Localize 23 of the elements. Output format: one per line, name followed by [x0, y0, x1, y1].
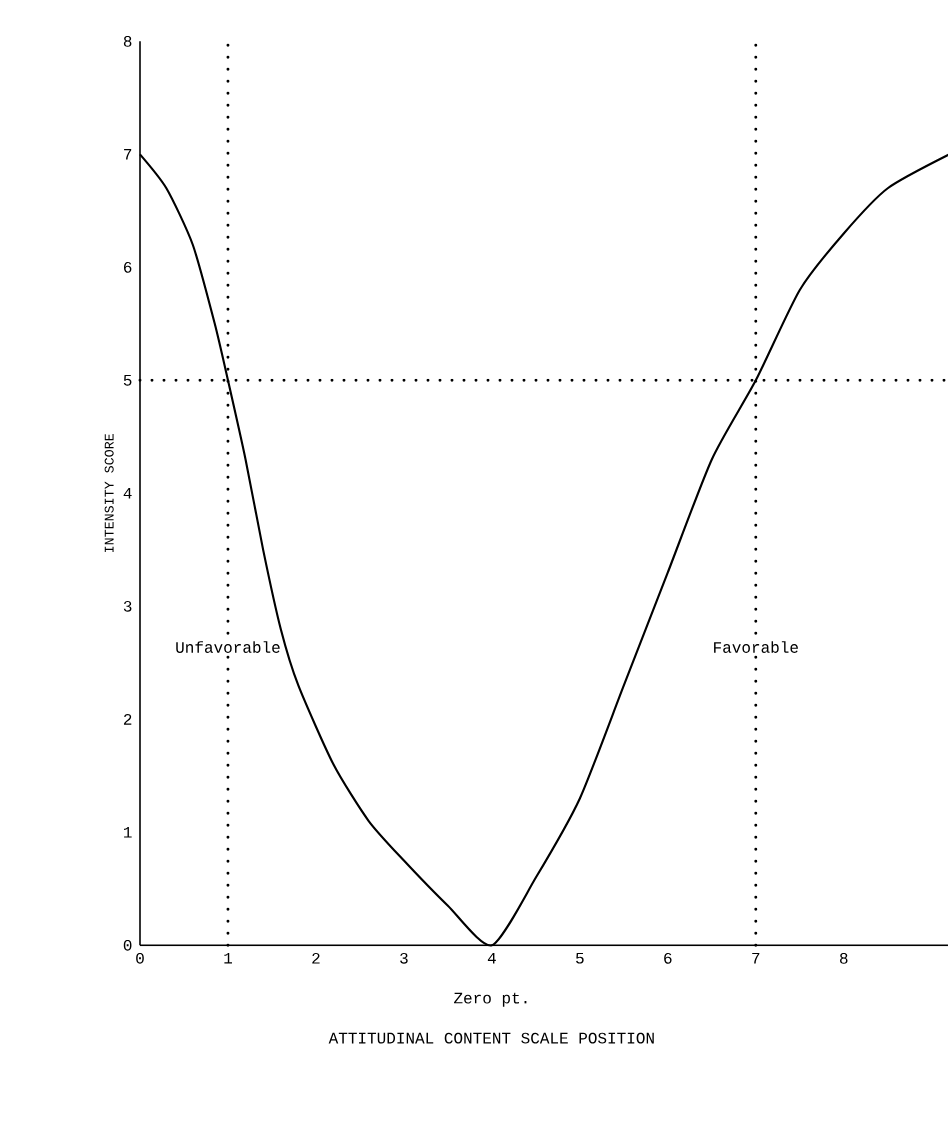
annotation: Zero pt.	[454, 992, 527, 1007]
y-tick-label: 5	[123, 374, 132, 386]
y-tick-label: 4	[123, 488, 132, 499]
x-tick-label: 4	[487, 952, 496, 964]
x-tick-label: 0	[136, 952, 144, 964]
x-tick-label: 1	[224, 952, 232, 964]
x-tick-label: 2	[312, 952, 320, 964]
y-tick-label: 2	[123, 713, 132, 725]
y-tick-label: 0	[123, 939, 132, 951]
x-tick-label: 7	[752, 952, 760, 964]
x-tick-label: 6	[664, 952, 672, 964]
y-tick-label: 6	[124, 261, 132, 273]
ref-line-label: Unfavorable	[176, 641, 280, 653]
y-axis-title: INTENSITY SCORE	[104, 434, 114, 553]
text: ATTITUDINAL CONTENT SCALE POSITION	[328, 1032, 654, 1044]
y-tick-label: 8	[123, 35, 132, 47]
x-tick-label: 8	[840, 952, 848, 964]
y-tick-label: 3	[123, 600, 132, 612]
ref-line-label: Favorable	[714, 641, 798, 653]
y-tick-label: 1	[123, 827, 132, 838]
x-tick-label: 3	[400, 952, 408, 964]
y-tick-label: 7	[124, 149, 132, 160]
x-tick-label: 5	[576, 952, 584, 964]
